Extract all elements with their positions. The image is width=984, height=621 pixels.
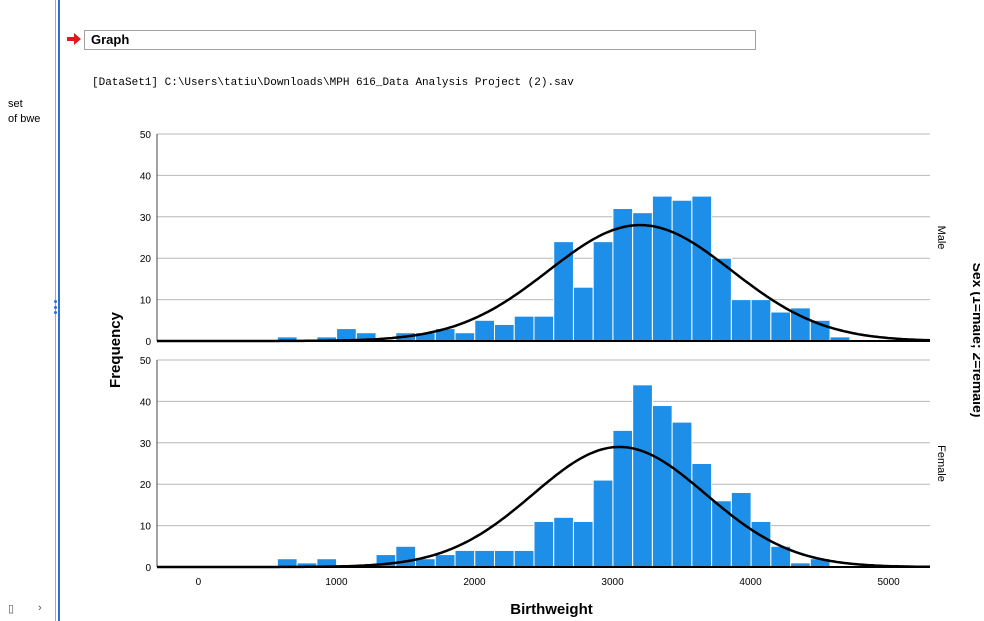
histogram-bar-male — [454, 332, 476, 342]
y-tick-label: 10 — [140, 522, 152, 533]
histogram-bar-male — [691, 195, 713, 342]
y-tick-label: 10 — [140, 296, 152, 307]
histogram-bar-female — [612, 429, 634, 568]
histogram-bar-female — [730, 491, 752, 568]
tree-item-dataset[interactable]: set — [8, 98, 23, 110]
histogram-bar-male — [730, 299, 752, 342]
x-axis-title: Birthweight — [510, 601, 593, 618]
dataset-path-text: [DataSet1] C:\Users\tatiu\Downloads\MPH … — [92, 77, 574, 89]
histogram-bar-female — [691, 463, 713, 568]
histogram-bar-female — [513, 549, 535, 568]
y-tick-label: 50 — [140, 356, 152, 367]
y-tick-label: 0 — [145, 337, 151, 348]
histogram-bar-male — [572, 286, 594, 342]
histogram-bar-female — [493, 549, 515, 568]
x-tick-label: 5000 — [877, 577, 900, 588]
histogram-bar-male — [533, 315, 555, 342]
histogram-bar-female — [553, 516, 574, 568]
histogram-bar-female — [434, 554, 456, 568]
histogram-bar-male — [493, 323, 515, 342]
pane-splitter[interactable] — [52, 0, 60, 621]
histogram-bar-male — [632, 212, 653, 342]
histogram-bar-male — [513, 315, 535, 342]
x-tick-label: 4000 — [739, 577, 762, 588]
x-tick-label: 0 — [196, 577, 202, 588]
output-heading-row: Graph — [66, 30, 758, 50]
splitter-accent-line — [58, 0, 60, 621]
panel-variable-title: Sex (1=male; 2=female) — [970, 263, 980, 418]
y-tick-label: 30 — [140, 439, 152, 450]
histogram-bar-female — [454, 549, 476, 568]
histogram-bar-female — [572, 520, 594, 568]
panel-label-male: Male — [935, 226, 947, 250]
histogram-bar-male — [553, 241, 574, 342]
histogram-bar-female — [671, 421, 693, 568]
histogram-bar-male — [592, 241, 614, 342]
panel-label-female: Female — [935, 445, 947, 482]
x-tick-label: 3000 — [601, 577, 624, 588]
x-tick-label: 1000 — [325, 577, 348, 588]
birthweight-histogram-chart[interactable]: 0 10 20 30 40 50 Male 0 10 20 30 40 50 Female 0 1000 200… — [80, 110, 980, 621]
histogram-bar-female — [592, 479, 614, 568]
y-axis-title: Frequency — [107, 311, 124, 388]
tree-item-histogram[interactable]: of bwe — [8, 113, 41, 125]
histogram-bar-male — [671, 199, 693, 342]
scroll-box[interactable]: ▯ — [8, 603, 15, 615]
histogram-bar-male — [750, 299, 772, 342]
histogram-bar-female — [533, 520, 555, 568]
histogram-bar-female — [395, 545, 417, 568]
y-tick-label: 20 — [140, 480, 152, 491]
y-tick-label: 50 — [140, 130, 152, 141]
navigation-tree-pane: set of bwe ▯ › — [0, 0, 58, 621]
histogram-bar-male — [474, 319, 495, 342]
y-tick-label: 30 — [140, 213, 152, 224]
arrow-right-icon — [67, 33, 81, 45]
histogram-bar-female — [651, 405, 673, 568]
histogram-bar-female — [750, 520, 772, 568]
histogram-bar-male — [711, 257, 732, 342]
histogram-bar-female — [474, 549, 495, 568]
histogram-bar-male — [770, 311, 792, 342]
histogram-bar-female — [632, 384, 653, 568]
output-heading-title: Graph — [91, 32, 130, 47]
y-tick-label: 40 — [140, 397, 152, 408]
y-tick-label: 40 — [140, 171, 152, 182]
y-tick-label: 0 — [145, 563, 151, 574]
histogram-bar-female — [711, 500, 732, 568]
scroll-right-icon[interactable]: › — [38, 602, 42, 614]
output-heading-box[interactable]: Graph — [84, 30, 756, 50]
x-tick-label: 2000 — [463, 577, 486, 588]
splitter-line — [55, 0, 56, 621]
y-tick-label: 20 — [140, 254, 152, 265]
histogram-bar-male — [651, 195, 673, 342]
splitter-grip-icon[interactable] — [52, 300, 58, 314]
